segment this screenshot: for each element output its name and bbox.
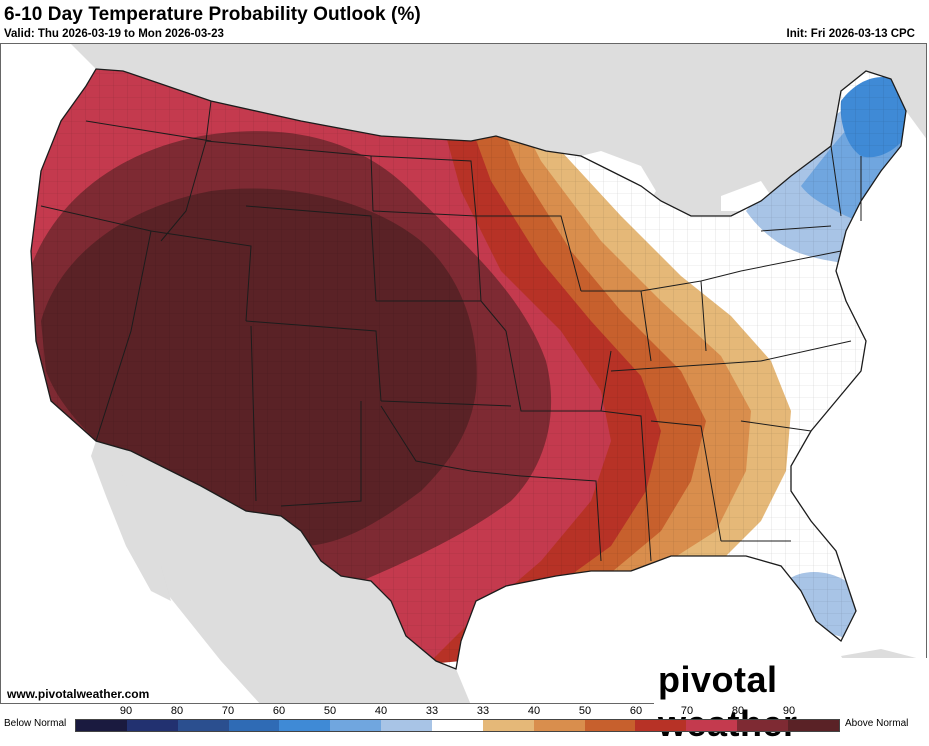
valid-period: Valid: Thu 2026-03-19 to Mon 2026-03-23: [4, 28, 224, 40]
state-line-oh-valley: [581, 270, 742, 292]
state-line-id-west: [160, 100, 212, 242]
legend-tick-label: 40: [527, 705, 541, 717]
legend-swatch: [330, 720, 382, 731]
state-line-ms-al: [600, 410, 652, 562]
state-line-nv-ca: [95, 230, 152, 442]
mexico-land: [96, 441, 471, 703]
legend-swatch: [177, 720, 229, 731]
legend-tick-label: 80: [170, 705, 184, 717]
legend-swatch: [228, 720, 280, 731]
state-line-pa-ny: [740, 225, 842, 272]
state-line-or-ca: [40, 205, 152, 232]
legend-tick-label: 50: [323, 705, 337, 717]
outlook-map-svg: [1, 44, 926, 703]
state-line-ok-tx: [380, 405, 522, 477]
baja-california: [91, 441, 171, 601]
state-line-wy-co: [245, 205, 377, 302]
legend-swatch: [533, 720, 585, 731]
legend-above-normal-label: Above Normal: [845, 718, 909, 729]
surrounding-land: [71, 44, 926, 703]
state-line-ar-la: [520, 475, 602, 562]
legend-swatch: [432, 720, 483, 731]
legend-swatch: [686, 720, 738, 731]
state-line-ut-co: [245, 320, 382, 402]
state-line-az-nm: [250, 325, 257, 502]
legend-swatch: [788, 720, 839, 731]
state-line-ohio-river: [640, 280, 707, 362]
legend-tick-label: 90: [782, 705, 796, 717]
legend-tick-label: 80: [731, 705, 745, 717]
legend-swatch: [279, 720, 331, 731]
legend-swatch: [584, 720, 636, 731]
state-line-mo-ar: [505, 330, 612, 412]
legend-swatch: [381, 720, 433, 731]
page-title: 6-10 Day Temperature Probability Outlook…: [4, 4, 421, 25]
legend-tick-label: 60: [629, 705, 643, 717]
legend-below-normal-label: Below Normal: [4, 718, 67, 729]
init-time: Init: Fri 2026-03-13 CPC: [786, 28, 915, 40]
outlook-map: [0, 43, 927, 704]
legend-swatch: [737, 720, 789, 731]
legend-tick-label: 70: [221, 705, 235, 717]
legend-tick-label: 70: [680, 705, 694, 717]
state-line-tn-ky: [610, 360, 762, 372]
state-line-mn-ia: [476, 215, 582, 292]
legend-swatch: [635, 720, 687, 731]
legend-swatch: [482, 720, 534, 731]
legend-swatch: [126, 720, 178, 731]
legend-ticks: 90 80 70 60 50 40 33 33 40 50 60 70 80 90: [75, 705, 840, 717]
legend-tick-label: 40: [374, 705, 388, 717]
legend-color-bar: [75, 719, 840, 732]
state-line-great-basin: [150, 230, 252, 322]
canada-land: [71, 44, 926, 216]
legend-tick-label: 60: [272, 705, 286, 717]
legend-tick-label: 33: [425, 705, 439, 717]
great-lakes-water: [561, 151, 771, 216]
legend-swatch: [76, 720, 127, 731]
state-line-wa-or: [85, 120, 212, 142]
state-line-nm-tx: [280, 401, 362, 507]
probability-legend: Below Normal 90 80 70 60 50 40 33 33 40 50 60 70 80 9…: [0, 704, 929, 736]
legend-tick-label: 90: [119, 705, 133, 717]
website-credit[interactable]: www.pivotalweather.com: [4, 687, 153, 701]
state-line-new-england: [830, 145, 862, 221]
state-boundaries: [40, 100, 862, 562]
legend-tick-label: 33: [476, 705, 490, 717]
state-line-ga-al: [650, 420, 722, 542]
state-line-carolinas: [740, 340, 852, 432]
legend-tick-label: 50: [578, 705, 592, 717]
state-line-plains-ew: [372, 210, 512, 407]
